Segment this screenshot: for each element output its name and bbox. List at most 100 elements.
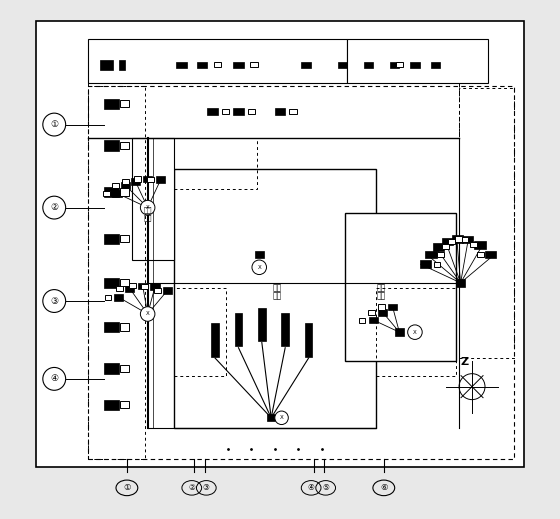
Circle shape — [252, 260, 267, 275]
Bar — [104, 191, 110, 196]
Bar — [120, 279, 129, 286]
Bar — [120, 365, 129, 372]
Bar — [388, 304, 398, 310]
Bar — [100, 60, 113, 70]
Bar — [88, 39, 347, 83]
Bar — [116, 286, 123, 291]
Text: Z: Z — [460, 357, 468, 367]
Circle shape — [408, 325, 422, 339]
Bar — [368, 310, 375, 315]
Bar — [129, 283, 136, 289]
Bar — [120, 401, 129, 408]
Bar — [104, 140, 119, 151]
Bar — [419, 261, 431, 268]
Text: ⑥: ⑥ — [380, 483, 388, 493]
Bar — [151, 283, 160, 290]
Bar — [222, 109, 229, 114]
Bar — [250, 62, 258, 67]
Bar — [449, 239, 455, 244]
Bar — [425, 251, 436, 258]
Bar — [104, 363, 119, 374]
Text: 施工: 施工 — [376, 283, 386, 293]
Bar — [207, 108, 218, 115]
Text: 宿舍: 宿舍 — [143, 215, 152, 221]
Bar — [112, 183, 119, 188]
Bar — [345, 213, 456, 361]
Bar — [442, 244, 449, 249]
Bar — [369, 317, 378, 323]
Bar — [163, 287, 172, 294]
Bar — [176, 61, 186, 68]
Bar — [485, 251, 496, 258]
Bar — [174, 138, 256, 189]
Bar — [120, 100, 129, 107]
Bar — [390, 61, 399, 68]
Bar — [104, 278, 119, 288]
Bar — [88, 86, 145, 459]
Circle shape — [141, 200, 155, 215]
Bar — [114, 294, 123, 301]
Bar — [141, 284, 148, 289]
Bar — [104, 234, 119, 244]
Circle shape — [141, 307, 155, 321]
Bar — [437, 252, 444, 257]
Text: ④: ④ — [307, 483, 315, 493]
Bar — [396, 62, 403, 67]
Bar — [234, 61, 244, 68]
Text: ③: ③ — [50, 296, 58, 306]
Bar — [214, 62, 221, 67]
Bar — [125, 285, 134, 292]
Bar — [442, 238, 453, 245]
Text: 施工: 施工 — [273, 283, 282, 293]
Bar — [131, 179, 140, 185]
Bar — [432, 243, 444, 251]
Bar — [119, 60, 125, 70]
Bar — [120, 188, 129, 196]
Text: ③: ③ — [203, 483, 210, 493]
Text: X: X — [413, 330, 417, 335]
Bar — [132, 138, 174, 260]
Bar — [363, 61, 373, 68]
Bar — [143, 175, 152, 183]
Bar — [359, 318, 366, 323]
Text: ④: ④ — [50, 374, 58, 384]
Bar — [305, 323, 312, 357]
Bar — [211, 323, 219, 357]
Bar — [281, 312, 289, 347]
Text: X: X — [146, 311, 150, 317]
Bar — [156, 176, 166, 183]
Bar — [431, 61, 440, 68]
Bar — [154, 288, 161, 293]
Bar — [258, 307, 266, 342]
Bar — [147, 177, 154, 182]
Text: X: X — [279, 415, 283, 420]
Bar — [267, 414, 276, 421]
Bar — [134, 176, 141, 182]
Bar — [174, 169, 376, 428]
Bar — [120, 142, 129, 149]
Bar — [113, 190, 122, 197]
Bar — [138, 282, 147, 289]
Bar — [378, 305, 385, 310]
Text: ②: ② — [50, 203, 58, 212]
Bar — [378, 309, 388, 316]
Bar — [338, 61, 347, 68]
Text: ②: ② — [188, 483, 195, 493]
Bar — [376, 288, 456, 376]
Bar — [122, 179, 129, 184]
Bar — [395, 328, 404, 336]
Bar — [248, 109, 255, 114]
Bar — [433, 262, 441, 267]
Bar — [459, 88, 514, 358]
Bar — [462, 237, 469, 242]
Text: X: X — [146, 205, 150, 210]
Bar — [477, 252, 484, 257]
Text: X: X — [258, 265, 261, 270]
Circle shape — [275, 411, 288, 425]
Bar — [104, 187, 119, 197]
Bar — [347, 39, 488, 83]
Bar — [121, 182, 130, 189]
Bar — [104, 400, 119, 410]
Text: ①: ① — [123, 483, 130, 493]
Bar — [88, 83, 459, 138]
